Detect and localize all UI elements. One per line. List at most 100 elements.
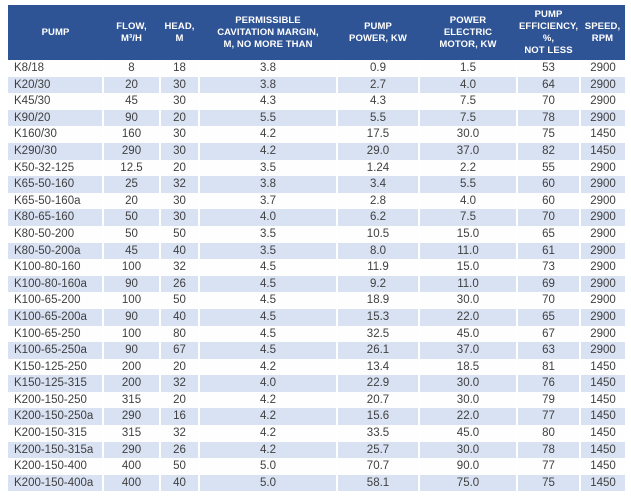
cell-power: 22.9: [336, 375, 419, 392]
cell-efficiency: 70: [516, 209, 580, 226]
cell-motor: 15.0: [418, 225, 517, 243]
cell-flow: 315: [102, 425, 160, 442]
cell-speed: 2900: [579, 275, 625, 293]
cell-speed: 1450: [579, 441, 625, 459]
cell-pump: K100-65-250a: [14, 344, 87, 357]
cell-power: 20.7: [336, 391, 419, 409]
cell-power: 9.2: [336, 275, 419, 293]
cell-motor: 18.5: [418, 358, 517, 376]
cell-efficiency: 78: [516, 441, 580, 459]
table-header: PUMP FLOW, M³/H HEAD, M PERMISSIBLE CAVITAT…: [8, 5, 625, 60]
cell-motor: 2.2: [418, 159, 517, 177]
cell-cavitation: 5.0: [198, 474, 337, 492]
cell-efficiency: 75: [516, 474, 580, 492]
cell-power: 18.9: [336, 292, 419, 309]
pump-table: PUMP FLOW, M³/H HEAD, M PERMISSIBLE CAVITAT…: [8, 5, 625, 492]
table-row: K290/30 290 30 4.2 29.0 37.0 82 1450: [8, 142, 625, 160]
cell-flow: 8: [102, 60, 160, 77]
header-row: PUMP FLOW, M³/H HEAD, M PERMISSIBLE CAVITAT…: [8, 5, 625, 60]
table-row: K65-50-160 25 32 3.8 3.4 5.5 60 2900: [8, 176, 625, 193]
cell-pump: K100-65-200: [14, 294, 81, 307]
cell-speed: 1450: [579, 458, 625, 475]
cell-head: 50: [159, 225, 199, 243]
column-header-pump: PUMP: [8, 5, 103, 60]
cell-motor: 45.0: [418, 425, 517, 442]
cell-motor: 30.0: [418, 126, 517, 143]
cell-pump: K100-80-160a: [14, 277, 87, 290]
cell-power: 3.4: [336, 176, 419, 193]
cell-power: 17.5: [336, 126, 419, 143]
cell-efficiency: 75: [516, 126, 580, 143]
cell-cavitation: 3.8: [198, 176, 337, 193]
cell-power: 6.2: [336, 209, 419, 226]
cell-speed: 2900: [579, 308, 625, 326]
table-row: K100-65-250 100 80 4.5 32.5 45.0 67 2900: [8, 325, 625, 343]
cell-cavitation: 4.2: [198, 142, 337, 160]
cell-cavitation: 3.5: [198, 242, 337, 260]
cell-flow: 50: [102, 209, 160, 226]
cell-motor: 5.5: [418, 176, 517, 193]
cell-cavitation: 4.5: [198, 342, 337, 359]
cell-flow: 200: [102, 375, 160, 392]
cell-power: 25.7: [336, 441, 419, 459]
cell-head: 32: [159, 375, 199, 392]
cell-motor: 37.0: [418, 142, 517, 160]
cell-head: 30: [159, 126, 199, 143]
cell-head: 26: [159, 275, 199, 293]
cell-cavitation: 5.0: [198, 458, 337, 475]
cell-pump: K290/30: [14, 144, 57, 157]
cell-flow: 12.5: [102, 159, 160, 177]
cell-power: 8.0: [336, 242, 419, 260]
cell-flow: 315: [102, 391, 160, 409]
cell-speed: 2900: [579, 225, 625, 243]
cell-flow: 50: [102, 225, 160, 243]
cell-motor: 7.5: [418, 93, 517, 110]
cell-flow: 45: [102, 93, 160, 110]
table-row: K200-150-315a 290 26 4.2 25.7 30.0 78 1450: [8, 441, 625, 459]
cell-head: 20: [159, 391, 199, 409]
column-header-power: PUMP POWER, KW: [337, 5, 419, 60]
cell-pump: K200-150-250a: [14, 410, 94, 423]
cell-pump: K80-50-200a: [14, 244, 81, 257]
cell-pump: K65-50-160: [14, 178, 75, 191]
cell-speed: 1450: [579, 474, 625, 492]
cell-pump: K200-150-315: [14, 427, 87, 440]
table-row: K80-50-200 50 50 3.5 10.5 15.0 65 2900: [8, 225, 625, 243]
column-header-cavitation: PERMISSIBLE CAVITATION MARGIN, M, NO MOR…: [199, 5, 337, 60]
cell-power: 11.9: [336, 259, 419, 276]
cell-efficiency: 55: [516, 159, 580, 177]
cell-motor: 11.0: [418, 242, 517, 260]
cell-power: 33.5: [336, 425, 419, 442]
table-row: K100-65-200a 90 40 4.5 15.3 22.0 65 2900: [8, 308, 625, 326]
cell-efficiency: 63: [516, 342, 580, 359]
cell-cavitation: 4.5: [198, 292, 337, 309]
cell-power: 70.7: [336, 458, 419, 475]
cell-power: 2.7: [336, 76, 419, 94]
cell-head: 30: [159, 209, 199, 226]
cell-cavitation: 4.5: [198, 275, 337, 293]
cell-motor: 11.0: [418, 275, 517, 293]
cell-pump: K160/30: [14, 128, 57, 141]
cell-speed: 2900: [579, 259, 625, 276]
cell-flow: 90: [102, 109, 160, 127]
table-row: K200-150-315 315 32 4.2 33.5 45.0 80 1450: [8, 425, 625, 442]
cell-motor: 75.0: [418, 474, 517, 492]
table-row: K80-50-200a 45 40 3.5 8.0 11.0 61 2900: [8, 242, 625, 260]
cell-cavitation: 4.2: [198, 391, 337, 409]
cell-motor: 4.0: [418, 192, 517, 210]
table-row: K8/18 8 18 3.8 0.9 1.5 53 2900: [8, 60, 625, 77]
cell-cavitation: 3.8: [198, 60, 337, 77]
cell-motor: 1.5: [418, 60, 517, 77]
cell-head: 50: [159, 458, 199, 475]
cell-head: 30: [159, 93, 199, 110]
cell-motor: 45.0: [418, 325, 517, 343]
cell-cavitation: 3.8: [198, 76, 337, 94]
cell-pump: K90/20: [14, 111, 51, 124]
cell-efficiency: 77: [516, 458, 580, 475]
cell-power: 15.3: [336, 308, 419, 326]
cell-motor: 7.5: [418, 109, 517, 127]
cell-power: 1.24: [336, 159, 419, 177]
table-row: K200-150-250a 290 16 4.2 15.6 22.0 77 1450: [8, 408, 625, 426]
cell-pump: K80-65-160: [14, 211, 75, 224]
cell-motor: 4.0: [418, 76, 517, 94]
